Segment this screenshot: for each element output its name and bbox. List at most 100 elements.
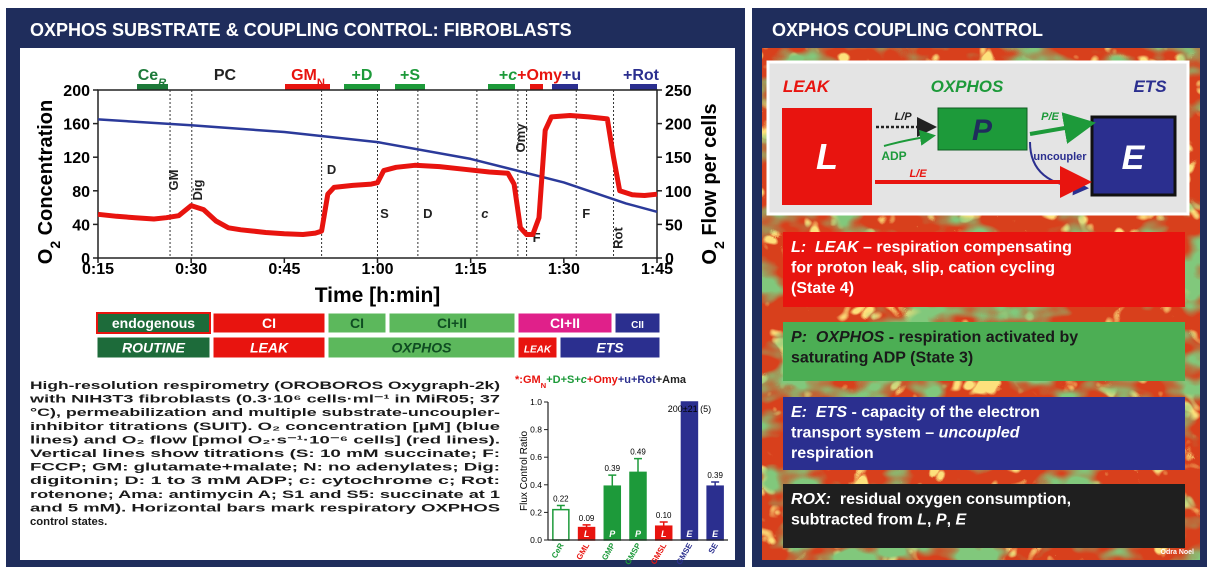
diagram-box-label: L <box>816 136 838 177</box>
definition-line-part: E: ETS <box>791 404 847 421</box>
inset-y-tick-label: 1.0 <box>530 397 542 407</box>
caption-line: with NIH3T3 fibroblasts (0.3·10⁶ cells·m… <box>28 394 500 406</box>
right-title: OXPHOS COUPLING CONTROL <box>772 20 1043 40</box>
y2-tick-label: 50 <box>665 217 683 234</box>
y-axis-label-part: O <box>35 249 57 265</box>
definition-line: E: ETS - capacity of the electron <box>791 404 1040 421</box>
titration-bar <box>488 84 515 90</box>
definition-line-part: E <box>955 512 967 529</box>
diagram-header: OXPHOS <box>931 77 1004 96</box>
caption-line: rotenone; Ama: antimycin A; S1 and S5: s… <box>30 489 500 501</box>
titration-bar <box>630 84 657 90</box>
arrow-label: L/E <box>909 168 927 180</box>
definition-line: respiration <box>791 445 874 462</box>
x-tick-label: 0:30 <box>175 261 207 278</box>
arrow-label: ADP <box>881 149 906 163</box>
titration-label-part: + <box>499 67 508 84</box>
caption-line: High-resolution respirometry (OROBOROS O… <box>30 380 500 392</box>
bar-tag: E <box>686 529 693 539</box>
titration-bar <box>552 84 578 90</box>
titration-label-part: +S <box>400 67 420 84</box>
titration-label-part: +u <box>562 67 581 84</box>
definition-line: saturating ADP (State 3) <box>791 350 973 367</box>
definition-line: subtracted from L, P, E <box>791 512 967 529</box>
definition-line-part: subtracted from <box>791 512 917 529</box>
y2-axis-label-part: 2 <box>711 241 727 249</box>
definition-line-part: saturating ADP (State 3) <box>791 350 973 367</box>
inset-y-tick-label: 0.0 <box>530 535 542 545</box>
bar-tag: P <box>635 529 642 539</box>
bar-tag: L <box>661 529 667 539</box>
definition-line: P: OXPHOS - respiration activated by <box>791 329 1078 346</box>
inset-y-tick-label: 0.4 <box>530 480 542 490</box>
inset-annotation: 200±21 (5) <box>668 404 711 414</box>
definition-line-part: (State 4) <box>791 280 854 297</box>
x-tick-label: 1:45 <box>641 261 673 278</box>
titration-bar <box>530 84 543 90</box>
titration-label-part: c <box>508 67 517 84</box>
inset-title-part: +Omy <box>587 374 619 386</box>
titration-annotation: GM <box>166 170 181 191</box>
y-tick-label: 120 <box>63 150 90 167</box>
y-tick-label: 80 <box>72 184 90 201</box>
titration-bar <box>395 84 425 90</box>
definition-line-part: for proton leak, slip, cation cycling <box>791 260 1055 277</box>
caption-line: Vertical lines show titrations (S: 10 mM… <box>30 448 500 460</box>
titration-label-part: +Omy <box>517 67 562 84</box>
definition-line-part: P: OXPHOS <box>791 329 885 346</box>
definition-line-part: - respiration activated by <box>884 329 1078 346</box>
definition-line-part: uncoupled <box>939 425 1021 442</box>
x-tick-label: 0:45 <box>268 261 300 278</box>
state-label: CI <box>262 315 276 331</box>
definition-line-part: residual oxygen consumption, <box>831 491 1071 508</box>
bar-tag: L <box>584 529 590 539</box>
y2-tick-label: 250 <box>665 83 692 100</box>
definition-line: L: LEAK – respiration compensating <box>791 239 1072 256</box>
titration-annotation: D <box>327 162 336 177</box>
state-label: CI+II <box>550 315 580 331</box>
titration-label-part: Ce <box>138 67 159 84</box>
poster: OXPHOS SUBSTRATE & COUPLING CONTROL: FIB… <box>0 0 1211 567</box>
caption-line: FCCP; GM: glutamate+malate; N: no adenyl… <box>30 462 500 474</box>
inset-y-label: Flux Control Ratio <box>519 431 530 511</box>
definition-line-part: L <box>917 512 927 529</box>
diagram-box-label: P <box>972 114 993 147</box>
x-tick-label: 0:15 <box>82 261 114 278</box>
bar-value-label: 0.39 <box>604 464 620 473</box>
inset-title-part: +D+S+ <box>546 374 581 386</box>
titration-label: +S <box>400 67 420 84</box>
arrow-label: uncoupler <box>1033 151 1087 163</box>
definition-line-part: respiration <box>791 445 874 462</box>
titration-annotation: S <box>380 206 389 221</box>
definition-line: ROX: residual oxygen consumption, <box>791 491 1071 508</box>
definition-line-part: – respiration compensating <box>859 239 1072 256</box>
definition-line-part: - capacity of the electron <box>847 404 1040 421</box>
definition-line-part: , <box>927 512 936 529</box>
state-label: LEAK <box>250 340 289 356</box>
inset-title-part: *:GM <box>515 374 541 386</box>
y2-axis-label-part: O <box>699 249 721 265</box>
titration-label: +D <box>352 67 373 84</box>
definition-line-part: P <box>936 512 947 529</box>
bar-value-label: 0.10 <box>656 511 672 520</box>
x-tick-label: 1:30 <box>548 261 580 278</box>
arrow-label: L/P <box>894 111 912 123</box>
y-axis-label-part: 2 <box>47 241 63 249</box>
state-label: endogenous <box>112 315 195 331</box>
definition-line-part: , <box>947 512 956 529</box>
titration-annotation: Dig <box>190 179 205 200</box>
y2-axis-label-part: Flow per cells <box>699 103 721 241</box>
caption-line: and 5 mM). Horizontal bars mark respirat… <box>30 502 501 514</box>
titration-label-part: GM <box>291 67 317 84</box>
caption-line: lines) and O₂ flow [pmol O₂·s⁻¹·10⁻⁶ cel… <box>30 434 500 446</box>
bar-value-label: 0.49 <box>630 448 646 457</box>
x-tick-label: 1:15 <box>455 261 487 278</box>
titration-annotation: c <box>481 206 489 221</box>
titration-annotation: Omy <box>513 123 528 153</box>
diagram-header: LEAK <box>783 77 831 96</box>
titration-bar <box>285 84 330 90</box>
arrow-label: P/E <box>1041 111 1059 123</box>
credit: Odra Noel <box>1161 549 1195 556</box>
diagram-header: ETS <box>1133 77 1167 96</box>
state-label: CII <box>631 320 644 331</box>
